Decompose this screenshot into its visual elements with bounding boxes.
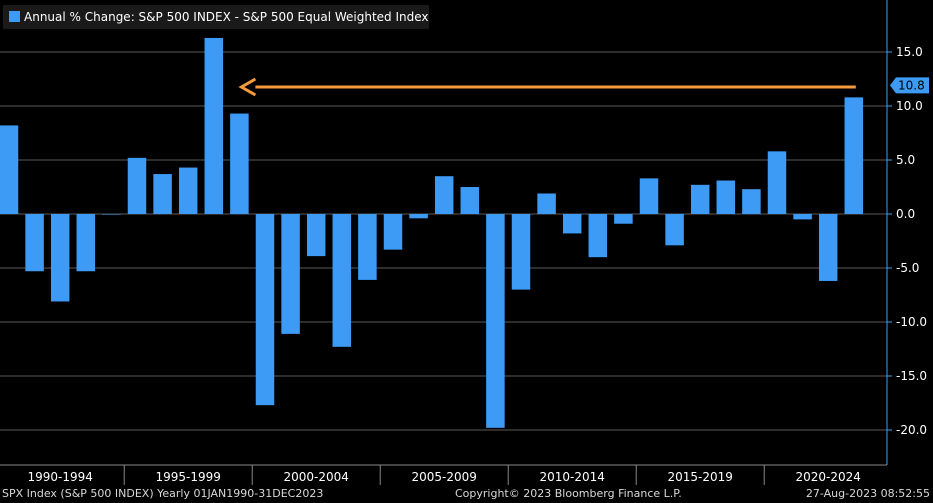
bar-1990 <box>0 125 19 214</box>
bar-1992 <box>50 214 70 302</box>
y-tick-label: 10.0 <box>896 99 923 113</box>
y-tick-label: -10.0 <box>896 315 927 329</box>
bar-2021 <box>793 214 812 220</box>
bar-2007 <box>434 176 454 214</box>
bar-2016 <box>665 214 684 246</box>
bar-1998 <box>204 37 224 215</box>
bar-2015 <box>639 178 659 214</box>
y-tick-label: -15.0 <box>896 369 927 383</box>
footer-security: SPX Index (S&P 500 INDEX) Yearly 01JAN19… <box>2 487 324 500</box>
bar-1994 <box>102 214 121 215</box>
y-tick-label: 15.0 <box>896 45 923 59</box>
legend: Annual % Change: S&P 500 INDEX - S&P 500… <box>3 5 429 29</box>
y-tick-label: -20.0 <box>896 423 927 437</box>
x-tick-label: 1995-1999 <box>155 470 220 484</box>
bar-2001 <box>281 214 300 334</box>
y-tick-label: -5.0 <box>896 261 919 275</box>
x-tick-label: 2010-2014 <box>539 470 604 484</box>
bar-1999 <box>230 113 249 214</box>
bar-2008 <box>460 187 480 214</box>
bar-2002 <box>306 214 326 257</box>
bar-1993 <box>76 214 96 272</box>
footer-copyright: Copyright© 2023 Bloomberg Finance L.P. <box>455 487 682 500</box>
x-axis: 1990-1994 1995-1999 2000-2004 2005-2009 2010… <box>0 464 887 485</box>
bar-2003 <box>332 214 352 347</box>
bar-2019 <box>742 189 761 214</box>
bar-2012 <box>562 214 582 234</box>
bar-2006 <box>409 214 428 219</box>
y-tick-label: 0.0 <box>896 207 915 221</box>
bar-1995 <box>127 157 147 214</box>
x-tick-label: 2015-2019 <box>667 470 732 484</box>
last-value-tag <box>890 77 929 94</box>
annotation-arrow <box>238 77 856 97</box>
x-tick-label: 1990-1994 <box>27 470 92 484</box>
x-tick-label: 2000-2004 <box>283 470 348 484</box>
legend-label: Annual % Change: S&P 500 INDEX - S&P 500… <box>24 10 429 24</box>
gridlines <box>0 51 887 431</box>
bar-1991 <box>25 214 44 272</box>
bar-2000 <box>255 214 275 406</box>
bar-2005 <box>383 214 403 250</box>
bar-2017 <box>690 184 710 214</box>
legend-swatch <box>9 11 20 22</box>
bar-2018 <box>716 180 736 214</box>
bar-2023 <box>844 97 864 214</box>
bar-1996 <box>153 174 172 214</box>
bar-2020 <box>767 151 787 214</box>
bar-2014 <box>614 214 633 224</box>
y-axis: 15.0 10.0 5.0 0.0 -5.0 -10.0 -15.0 -20.0 10.8 <box>886 0 929 465</box>
bars <box>0 37 864 428</box>
footer-timestamp: 27-Aug-2023 08:52:55 <box>805 487 930 500</box>
bar-chart: 1990-1994 1995-1999 2000-2004 2005-2009 2010… <box>0 0 929 485</box>
bar-2022 <box>818 214 838 281</box>
last-value-label: 10.8 <box>898 78 925 92</box>
bar-2004 <box>358 214 377 280</box>
bar-2011 <box>537 193 556 214</box>
legend-background <box>3 5 429 29</box>
bar-2013 <box>588 214 608 258</box>
bar-2009 <box>486 214 505 428</box>
x-tick-label: 2020-2024 <box>795 470 860 484</box>
arrow-head <box>238 77 257 97</box>
bar-2010 <box>511 214 531 290</box>
x-tick-label: 2005-2009 <box>411 470 476 484</box>
y-tick-label: 5.0 <box>896 153 915 167</box>
footer: SPX Index (S&P 500 INDEX) Yearly 01JAN19… <box>0 486 933 503</box>
bar-1997 <box>178 167 198 214</box>
